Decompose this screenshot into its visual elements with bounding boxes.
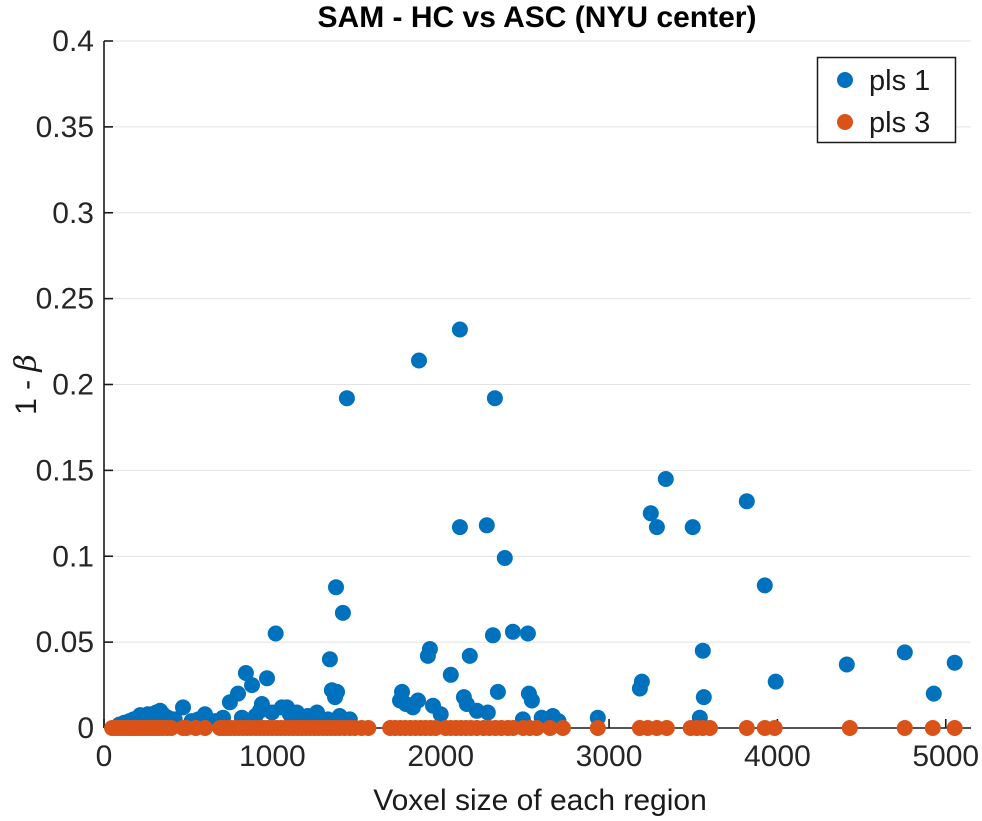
x-tick-label: 1000 xyxy=(239,740,306,773)
data-point xyxy=(442,666,459,683)
data-point xyxy=(267,625,284,642)
data-point xyxy=(504,623,521,640)
y-tick-label: 0 xyxy=(77,712,94,745)
data-point xyxy=(841,720,858,736)
data-point xyxy=(694,642,711,659)
y-tick-label: 0.4 xyxy=(52,25,94,58)
gridlines xyxy=(104,40,971,643)
data-point xyxy=(329,683,345,700)
legend-label-pls3: pls 3 xyxy=(869,107,930,139)
legend-marker-pls1 xyxy=(837,72,853,88)
y-axis-label-text: 1 - β xyxy=(9,354,44,415)
data-point xyxy=(489,683,506,700)
y-tick-label: 0.15 xyxy=(36,454,94,487)
x-axis-label: Voxel size of each region xyxy=(373,784,707,817)
data-point xyxy=(259,670,275,687)
data-point xyxy=(523,692,540,709)
tick-labels: 0 1000 2000 3000 4000 5000 0 0.05 0.1 0.15 0.2 0.25… xyxy=(36,25,980,773)
data-point xyxy=(658,720,675,736)
data-point xyxy=(496,550,513,566)
data-point xyxy=(321,651,338,668)
legend-marker-pls3 xyxy=(837,114,853,130)
x-tick-label: 3000 xyxy=(576,740,643,773)
data-point xyxy=(554,720,571,736)
y-tick-label: 0.25 xyxy=(36,283,94,316)
series-pls-3 xyxy=(104,720,963,736)
legend: pls 1 pls 3 xyxy=(816,56,957,144)
data-point xyxy=(461,647,478,664)
data-point xyxy=(684,519,701,536)
data-point xyxy=(528,720,545,736)
data-point xyxy=(701,720,718,736)
data-point xyxy=(657,471,674,487)
data-point xyxy=(484,627,501,644)
data-point xyxy=(230,685,246,702)
chart-title: SAM - HC vs ASC (NYU center) xyxy=(318,1,757,34)
data-point xyxy=(451,519,468,536)
data-point xyxy=(519,625,536,642)
legend-label-pls1: pls 1 xyxy=(869,65,930,97)
data-point xyxy=(451,321,468,338)
data-point xyxy=(756,577,773,594)
data-point xyxy=(838,656,855,673)
data-point xyxy=(633,673,650,690)
data-point xyxy=(163,720,180,736)
data-point xyxy=(328,579,344,596)
x-tick-label: 2000 xyxy=(407,740,474,773)
data-point xyxy=(197,720,213,736)
data-point xyxy=(421,641,438,657)
data-point xyxy=(360,720,377,736)
data-point xyxy=(244,677,260,694)
data-point xyxy=(338,390,355,407)
data-point xyxy=(924,720,941,736)
data-point xyxy=(695,689,712,706)
y-tick-label: 0.3 xyxy=(52,197,94,230)
series-pls-1 xyxy=(111,321,963,733)
x-tick-label: 0 xyxy=(96,740,113,773)
y-tick-label: 0.1 xyxy=(52,540,94,573)
data-point xyxy=(410,692,426,709)
data-point xyxy=(411,352,427,369)
data-point xyxy=(486,390,503,407)
data-point xyxy=(738,720,755,736)
x-tick-label: 4000 xyxy=(744,740,811,773)
data-point xyxy=(237,665,254,681)
data-point xyxy=(394,683,410,700)
data-point xyxy=(589,720,606,736)
data-point xyxy=(766,720,783,736)
data-point xyxy=(479,704,496,721)
data-point xyxy=(946,720,963,736)
data-point xyxy=(175,699,191,716)
y-tick-label: 0.2 xyxy=(52,369,94,402)
x-tick-label: 5000 xyxy=(912,740,979,773)
data-point xyxy=(334,604,351,621)
y-tick-label: 0.05 xyxy=(36,626,94,659)
y-tick-label: 0.35 xyxy=(36,111,94,144)
data-point xyxy=(896,720,913,736)
data-point xyxy=(946,654,963,671)
data-point xyxy=(896,644,913,661)
data-point xyxy=(738,493,755,510)
data-points xyxy=(104,321,963,736)
y-axis-label: 1 - β xyxy=(9,354,44,415)
data-point xyxy=(925,685,942,702)
data-point xyxy=(542,720,559,736)
legend-box xyxy=(816,56,957,144)
data-point xyxy=(642,505,659,522)
data-point xyxy=(648,519,665,536)
data-point xyxy=(478,517,495,534)
data-point xyxy=(767,673,784,690)
data-point xyxy=(432,706,449,723)
